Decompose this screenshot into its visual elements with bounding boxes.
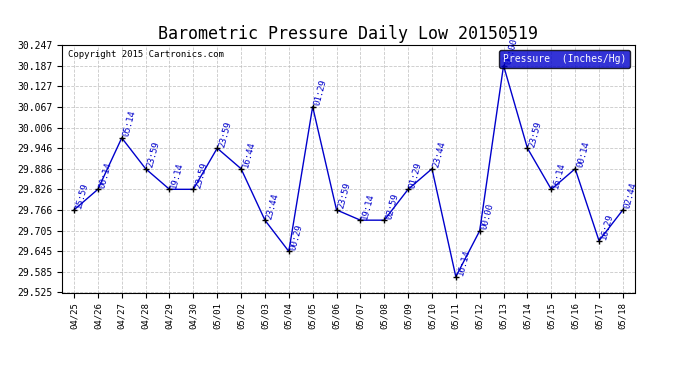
Legend: Pressure  (Inches/Hg): Pressure (Inches/Hg) xyxy=(499,50,630,68)
Text: 00:00: 00:00 xyxy=(504,37,519,66)
Text: 23:59: 23:59 xyxy=(337,182,352,210)
Text: 23:44: 23:44 xyxy=(265,192,281,220)
Text: 16:29: 16:29 xyxy=(599,213,615,241)
Text: 15:59: 15:59 xyxy=(74,182,90,210)
Text: 16:44: 16:44 xyxy=(241,141,257,169)
Text: 00:29: 00:29 xyxy=(289,223,304,251)
Text: 23:44: 23:44 xyxy=(432,141,448,169)
Text: 00:14: 00:14 xyxy=(575,141,591,169)
Text: 02:44: 02:44 xyxy=(623,182,638,210)
Title: Barometric Pressure Daily Low 20150519: Barometric Pressure Daily Low 20150519 xyxy=(159,26,538,44)
Text: 01:29: 01:29 xyxy=(313,78,328,107)
Text: 19:14: 19:14 xyxy=(360,192,376,220)
Text: 01:29: 01:29 xyxy=(408,161,424,189)
Text: 23:59: 23:59 xyxy=(193,161,209,189)
Text: 05:14: 05:14 xyxy=(121,110,137,138)
Text: 00:14: 00:14 xyxy=(98,161,114,189)
Text: 16:14: 16:14 xyxy=(456,249,471,277)
Text: 02:59: 02:59 xyxy=(384,192,400,220)
Text: 23:59: 23:59 xyxy=(527,120,543,148)
Text: 16:14: 16:14 xyxy=(551,161,567,189)
Text: 19:14: 19:14 xyxy=(170,161,185,189)
Text: 23:59: 23:59 xyxy=(146,141,161,169)
Text: 00:00: 00:00 xyxy=(480,202,495,231)
Text: Copyright 2015 Cartronics.com: Copyright 2015 Cartronics.com xyxy=(68,50,224,59)
Text: 23:59: 23:59 xyxy=(217,120,233,148)
